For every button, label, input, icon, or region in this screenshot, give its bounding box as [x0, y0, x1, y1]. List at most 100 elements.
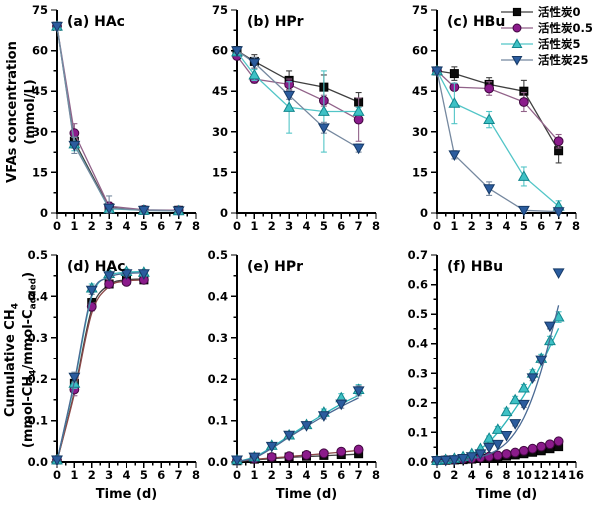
- x-tick-label: 2: [88, 219, 96, 233]
- marker-triangle-down: [448, 150, 461, 162]
- marker-triangle-down: [491, 439, 504, 451]
- panel-title-d: (d) HAc: [67, 259, 126, 275]
- x-tick-label: 1: [70, 219, 78, 233]
- marker-triangle-up: [483, 113, 496, 125]
- marker-triangle-down: [483, 442, 496, 454]
- x-tick-label: 4: [302, 468, 310, 482]
- marker-triangle-down: [517, 399, 530, 411]
- marker-triangle-down: [500, 430, 513, 442]
- series-ac25: [51, 21, 185, 218]
- series-line: [56, 26, 179, 212]
- y-tick-label: 0.3: [408, 366, 428, 380]
- y-tick-label: 30: [32, 125, 48, 139]
- marker-triangle-down: [511, 55, 523, 66]
- fit-curve: [56, 272, 144, 462]
- x-tick-label: 7: [355, 219, 363, 233]
- series-ac05: [52, 21, 184, 216]
- panel-title-a: (a) HAc: [67, 14, 125, 30]
- marker-circle: [553, 436, 564, 447]
- y-tick-label: 15: [412, 165, 428, 179]
- x-tick-label: 8: [192, 219, 200, 233]
- panel-title-c: (c) HBu: [447, 14, 505, 30]
- fit-curve: [56, 278, 144, 462]
- marker-triangle-down: [465, 452, 478, 463]
- x-tick-label: 0: [233, 468, 241, 482]
- marker-triangle-down: [120, 269, 133, 280]
- marker-circle: [527, 443, 538, 454]
- marker-triangle-down: [352, 386, 365, 398]
- y-title-line1: Cumulative CH4: [3, 303, 21, 417]
- y-tick-label: 0: [220, 206, 228, 220]
- y-tick-label: 15: [32, 165, 48, 179]
- y-tick-label: 30: [212, 125, 228, 139]
- y-tick-label: 0.5: [408, 307, 428, 321]
- series-ac25: [231, 46, 365, 155]
- marker-triangle-down: [283, 90, 296, 102]
- panel-d: 0.0 0.1 0.2 0.3 0.4 0.5 0 1 2 3 4 5 6 7 8 (d) HAc Time (…: [28, 248, 200, 502]
- axis-lines: [56, 10, 196, 214]
- x-tick-label: 5: [140, 219, 148, 233]
- marker-triangle-down: [85, 285, 98, 297]
- x-tick-label: 3: [105, 219, 113, 233]
- y-tick-label: 60: [32, 44, 48, 58]
- marker-triangle-down: [352, 143, 365, 155]
- marker-triangle-down: [509, 419, 522, 430]
- x-tick-label: 5: [140, 468, 148, 482]
- marker-triangle-up: [248, 68, 261, 80]
- y-tick-label: 0.3: [28, 331, 48, 345]
- y-title-line2: (mmol/L): [23, 79, 38, 144]
- x-tick-label: 6: [337, 468, 345, 482]
- x-tick-label: 6: [157, 468, 165, 482]
- y-tick-label: 0.4: [208, 289, 228, 303]
- x-tick-label: 2: [88, 468, 96, 482]
- marker-circle: [266, 452, 277, 462]
- y-title-line1: VFAs concentration: [5, 41, 20, 183]
- y-axis-title-row2: Cumulative CH4(mmol-CH4/mmol-Cadded): [3, 272, 39, 448]
- y-axis-ticks: 0 15 30 45 60 75: [32, 3, 57, 220]
- panel-f: 0.0 0.1 0.2 0.3 0.4 0.5 0.6 0.7 0 2 4 6 8 10 12 14 16 (f)…: [408, 248, 584, 502]
- x-axis-title: Time (d): [276, 487, 337, 502]
- marker-circle: [518, 97, 529, 107]
- x-tick-label: 7: [175, 219, 183, 233]
- x-tick-label: 16: [568, 468, 584, 482]
- marker-triangle-down: [68, 372, 81, 384]
- x-axis-ticks: 0 2 4 6 8 10 12 14 16: [433, 462, 584, 482]
- legend-label-ac0: 活性炭0: [538, 5, 581, 19]
- marker-triangle-down: [51, 21, 63, 33]
- y-tick-label: 0.2: [408, 396, 428, 410]
- x-tick-label: 3: [285, 219, 293, 233]
- x-tick-label: 6: [485, 468, 493, 482]
- marker-triangle-up: [352, 105, 365, 116]
- x-tick-label: 6: [537, 219, 545, 233]
- y-tick-label: 0.0: [408, 455, 428, 469]
- x-tick-label: 0: [433, 219, 441, 233]
- x-tick-label: 8: [372, 219, 380, 233]
- legend-label-ac5: 活性炭5: [538, 37, 581, 51]
- marker-square: [512, 7, 522, 17]
- marker-circle: [484, 83, 495, 94]
- axis-lines: [436, 255, 576, 463]
- series-line: [56, 26, 179, 211]
- y-tick-label: 0.4: [28, 289, 48, 303]
- y-tick-label: 0: [40, 206, 48, 220]
- x-axis-title: Time (d): [96, 487, 157, 502]
- x-tick-label: 3: [485, 219, 493, 233]
- y-tick-label: 60: [412, 44, 428, 58]
- marker-triangle-down: [552, 268, 565, 279]
- marker-triangle-down: [51, 455, 63, 467]
- x-tick-label: 14: [551, 468, 567, 482]
- series-line: [56, 26, 179, 212]
- x-tick-label: 8: [192, 468, 200, 482]
- marker-triangle-down: [448, 455, 461, 466]
- marker-circle: [510, 447, 521, 458]
- marker-triangle-down: [317, 123, 330, 134]
- y-tick-label: 15: [212, 165, 228, 179]
- marker-triangle-up: [500, 405, 513, 417]
- marker-triangle-up: [317, 105, 330, 116]
- x-tick-label: 7: [555, 219, 563, 233]
- marker-circle: [353, 444, 364, 455]
- marker-square: [449, 69, 459, 79]
